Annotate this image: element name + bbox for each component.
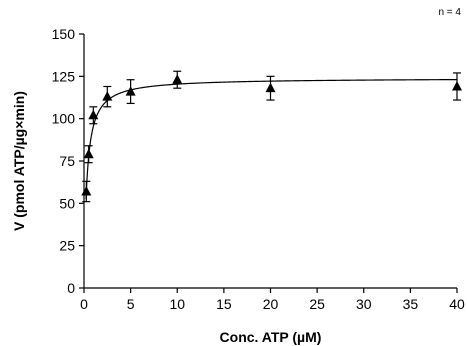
x-ticks: 0 5 10 15 20 25 30 35 40	[80, 288, 465, 312]
data-point	[102, 85, 113, 108]
triangle-marker	[102, 91, 113, 101]
axes	[83, 34, 457, 289]
triangle-marker	[83, 148, 94, 159]
n-annotation: n = 4	[438, 7, 461, 18]
y-tick-label: 75	[59, 153, 75, 169]
data-point	[452, 72, 462, 101]
x-tick-label: 10	[169, 296, 185, 312]
x-tick-label: 30	[356, 296, 372, 312]
data-point	[265, 75, 276, 101]
x-tick-label: 35	[403, 296, 419, 312]
data-point	[88, 106, 99, 125]
data-points	[81, 70, 462, 203]
triangle-marker	[452, 80, 462, 91]
data-point	[125, 79, 136, 105]
x-tick-label: 20	[263, 296, 279, 312]
x-tick-label: 40	[449, 296, 465, 312]
y-tick-label: 150	[52, 26, 76, 42]
y-ticks: 0 25 50 75 100 125 150	[52, 26, 84, 296]
y-axis-label: V (pmol ATP/µg×min)	[11, 91, 27, 231]
data-point	[81, 180, 92, 203]
y-tick-label: 125	[52, 68, 76, 84]
x-axis-label: Conc. ATP (µM)	[220, 329, 322, 345]
triangle-marker	[125, 86, 136, 96]
fit-curve	[85, 78, 458, 200]
data-point	[172, 70, 183, 89]
y-tick-label: 50	[59, 195, 75, 211]
triangle-marker	[81, 185, 92, 196]
y-tick-label: 0	[67, 280, 75, 296]
x-tick-label: 5	[127, 296, 135, 312]
triangle-marker	[88, 109, 99, 120]
data-point	[83, 145, 94, 164]
y-tick-label: 25	[59, 238, 75, 254]
x-tick-label: 15	[216, 296, 232, 312]
triangle-marker	[265, 82, 276, 93]
y-tick-label: 100	[52, 111, 76, 127]
x-tick-label: 0	[80, 296, 88, 312]
x-tick-label: 25	[309, 296, 325, 312]
triangle-marker	[172, 74, 183, 84]
